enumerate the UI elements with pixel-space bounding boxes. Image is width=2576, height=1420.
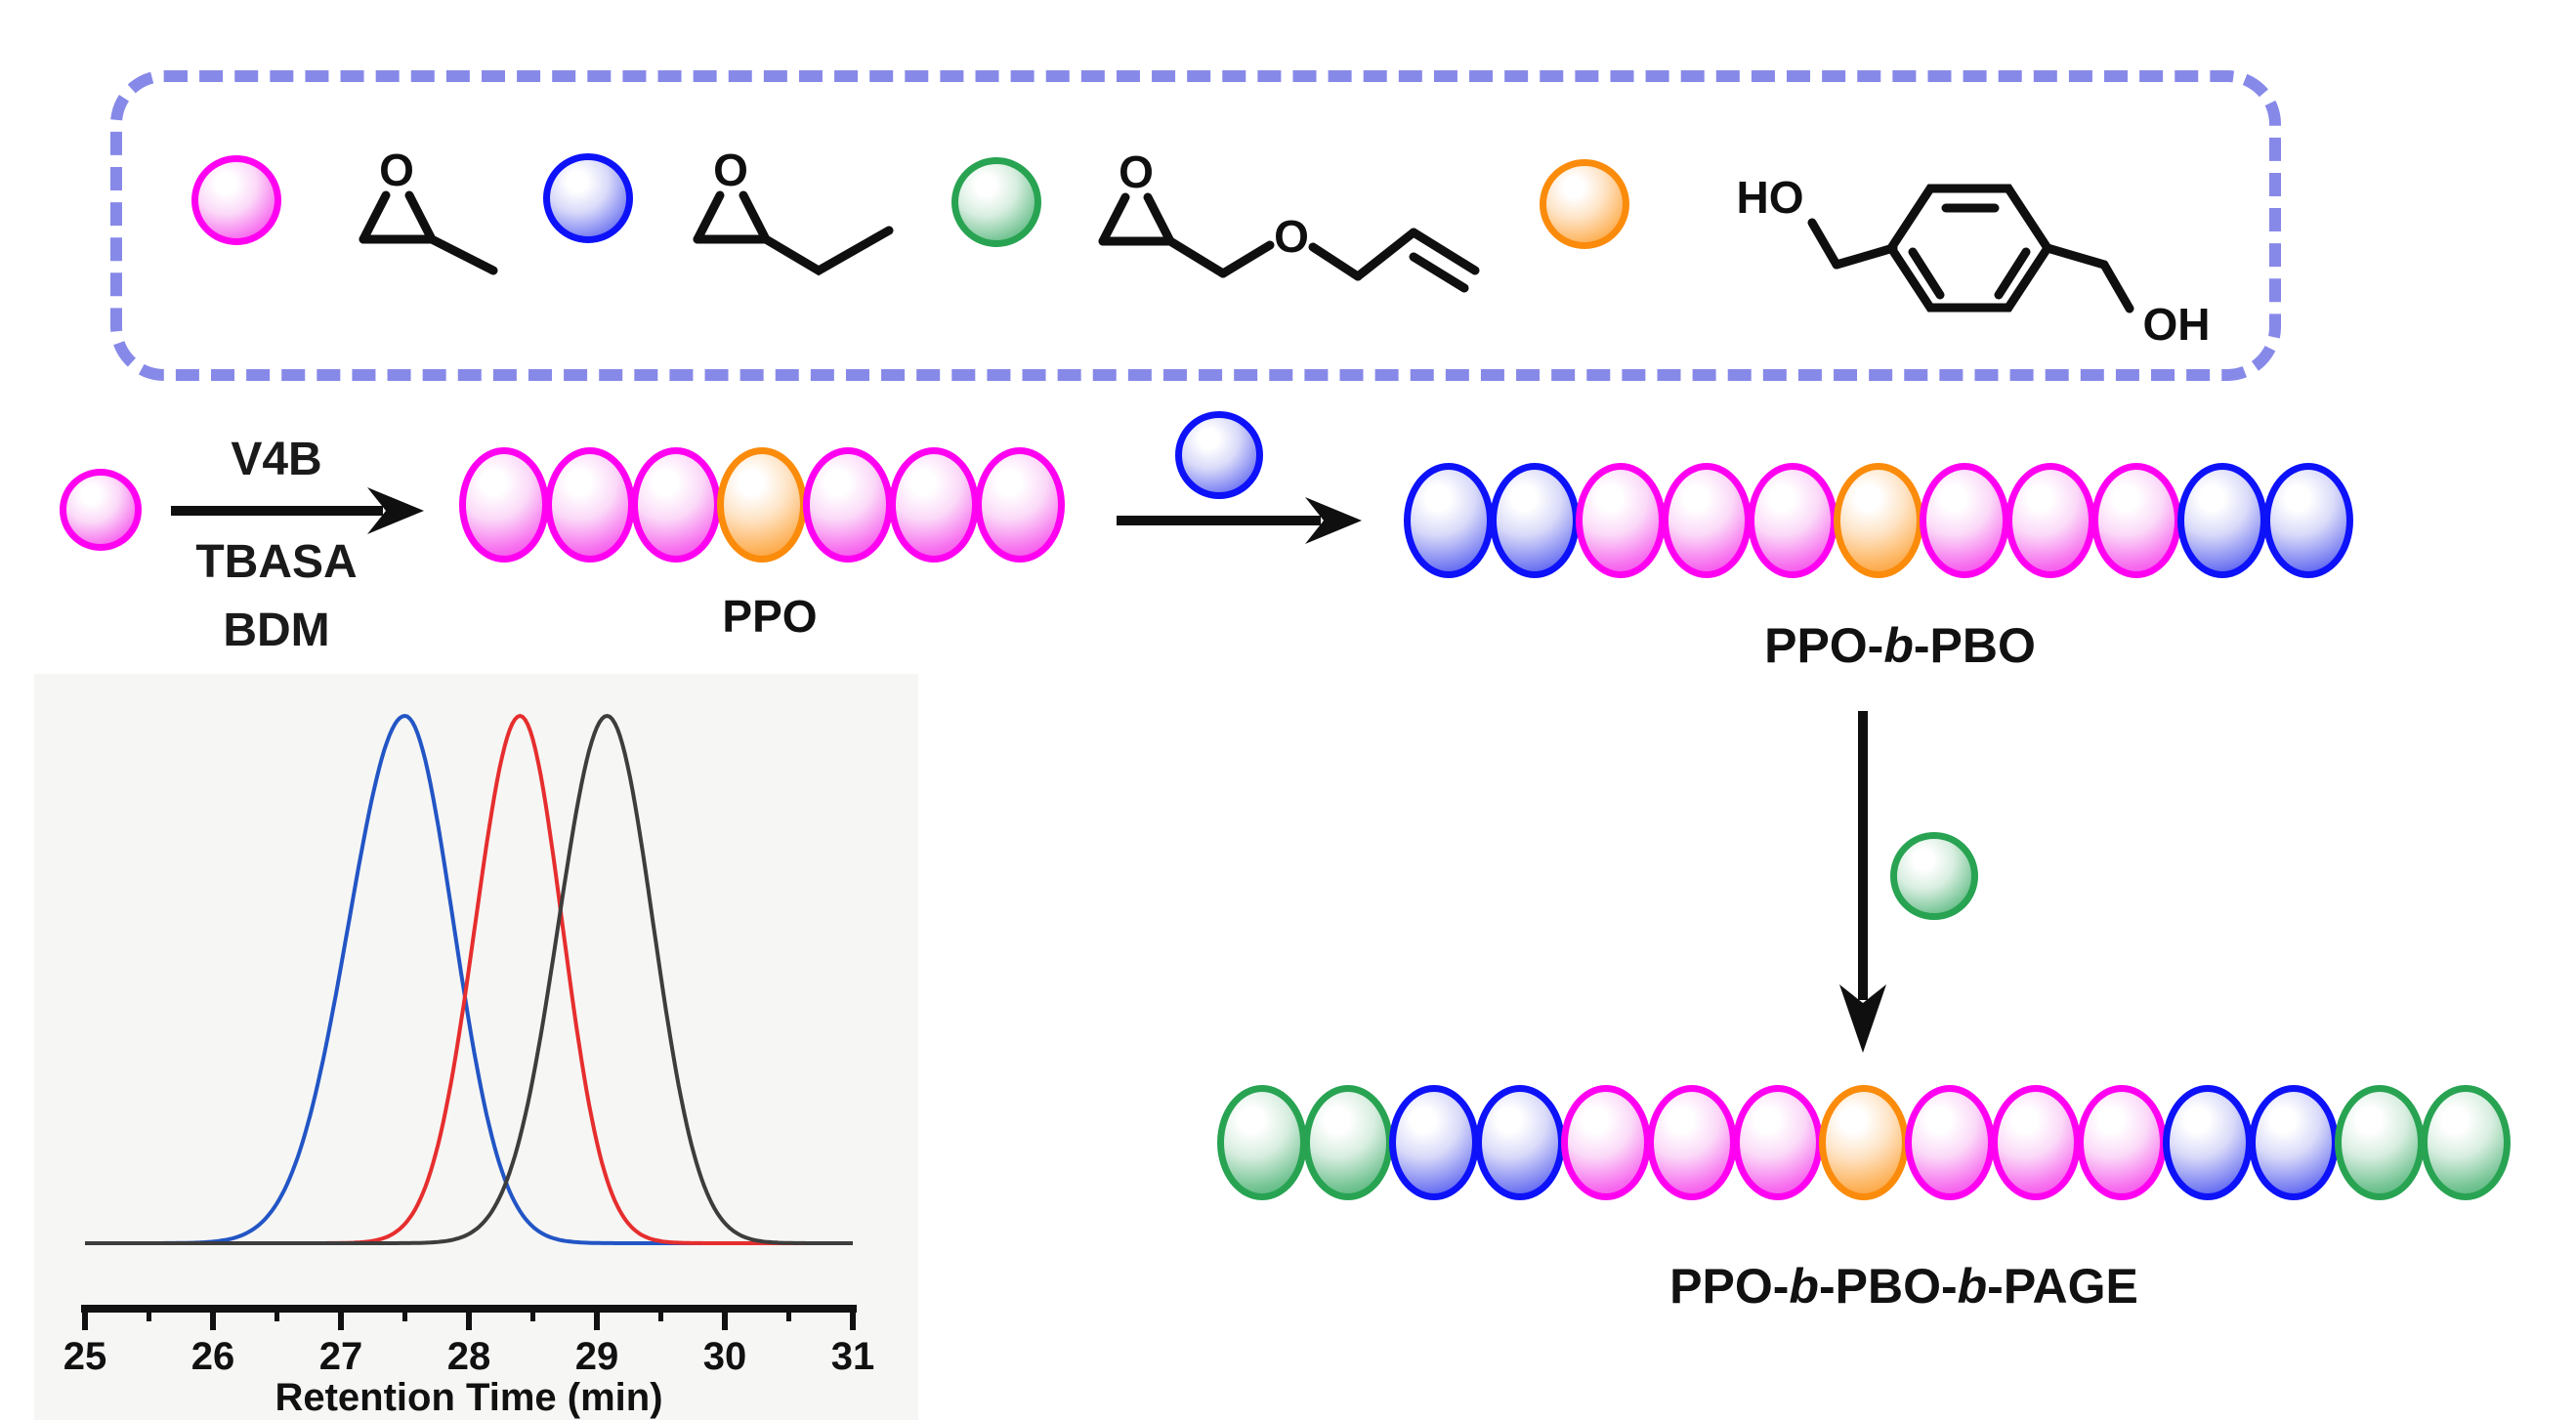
ppo-b-pbo-b-page-chain [1217, 1085, 2511, 1200]
magenta-bead [459, 447, 549, 563]
reagent-tbasa-label: TBASA [195, 536, 358, 588]
magenta-bead [1733, 1085, 1823, 1200]
step3-arrow-icon [1839, 711, 1886, 1053]
magenta-bead [1748, 463, 1837, 578]
magenta-bead [2091, 463, 2181, 578]
magenta-bead [1662, 463, 1752, 578]
blue-bead [2163, 1085, 2253, 1200]
blue-bead [1490, 463, 1580, 578]
blue-bead [1475, 1085, 1565, 1200]
green-bead [1217, 1085, 1307, 1200]
x-tick-label: 26 [191, 1335, 235, 1378]
gpc-chromatogram-panel: 25 26 27 28 29 30 31 Retention Time (min) [34, 674, 918, 1420]
magenta-bead [975, 447, 1065, 563]
added-blue-monomer-sphere-icon [1175, 411, 1263, 499]
ppo-b-pbo-chain [1404, 463, 2353, 578]
green-bead [2421, 1085, 2511, 1200]
magenta-bead [803, 447, 893, 563]
x-axis-title: Retention Time (min) [274, 1376, 662, 1419]
orange-bead [717, 447, 807, 563]
monomer-legend-box [110, 70, 2281, 381]
magenta-bead [545, 447, 635, 563]
step1-arrow-icon [171, 487, 424, 534]
magenta-bead [1561, 1085, 1651, 1200]
reactant-magenta-sphere-icon [60, 469, 142, 551]
step2-arrow-icon [1117, 497, 1362, 544]
green-monomer-sphere-icon [951, 157, 1041, 247]
chromatogram-curves [85, 714, 853, 1245]
x-tick-label: 29 [575, 1335, 619, 1378]
reagent-bdm-label: BDM [223, 605, 330, 656]
blue-bead [2249, 1085, 2339, 1200]
magenta-bead [1647, 1085, 1737, 1200]
orange-bead [1819, 1085, 1909, 1200]
blue-bead [1404, 463, 1494, 578]
magenta-bead [1920, 463, 2009, 578]
ppo-chain [459, 447, 1065, 563]
ppo-label: PPO [722, 591, 818, 642]
ppo-b-pbo-b-page-label: PPO-b-PBO-b-PAGE [1669, 1259, 2138, 1314]
x-tick-label: 27 [319, 1335, 363, 1378]
x-tick-label: 30 [703, 1335, 747, 1378]
x-axis: 25 26 27 28 29 30 31 [63, 1305, 875, 1378]
ppo-b-pbo-label: PPO-b-PBO [1764, 618, 2036, 673]
magenta-monomer-sphere-icon [191, 155, 281, 245]
x-tick-label: 28 [447, 1335, 491, 1378]
orange-monomer-sphere-icon [1540, 159, 1629, 249]
red-trace [85, 714, 853, 1245]
magenta-bead [1576, 463, 1666, 578]
magenta-bead [1905, 1085, 1995, 1200]
x-tick-label: 31 [831, 1335, 875, 1378]
magenta-bead [1991, 1085, 2081, 1200]
green-bead [1303, 1085, 1393, 1200]
magenta-bead [2077, 1085, 2167, 1200]
blue-monomer-sphere-icon [543, 153, 633, 243]
black-trace [85, 714, 853, 1245]
orange-bead [1834, 463, 1923, 578]
blue-bead [2177, 463, 2267, 578]
gpc-chromatogram-plot: 25 26 27 28 29 30 31 Retention Time (min) [63, 714, 875, 1419]
reagent-v4b-label: V4B [231, 434, 322, 485]
x-tick-label: 25 [63, 1335, 107, 1378]
green-bead [2335, 1085, 2425, 1200]
blue-bead [2263, 463, 2353, 578]
magenta-bead [631, 447, 721, 563]
added-green-monomer-sphere-icon [1890, 832, 1978, 920]
magenta-bead [889, 447, 979, 563]
blue-bead [1389, 1085, 1479, 1200]
magenta-bead [2006, 463, 2095, 578]
